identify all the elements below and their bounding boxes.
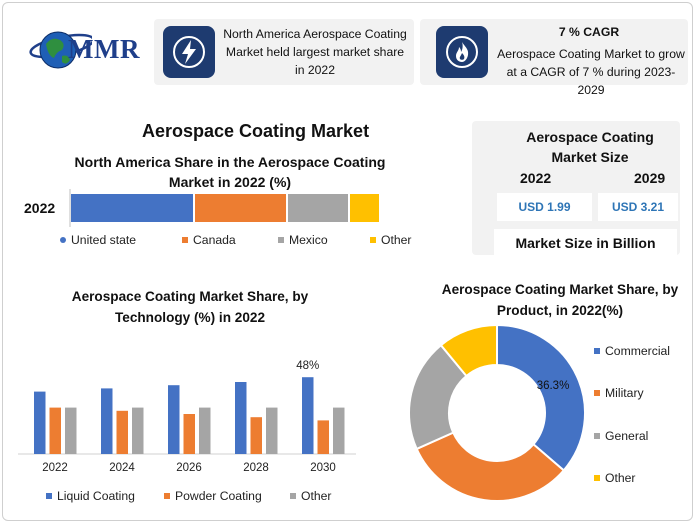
legend-item-mexico: Mexico xyxy=(278,233,328,247)
main-title: Aerospace Coating Market xyxy=(142,121,370,141)
legend-label: Military xyxy=(605,386,644,400)
year-2029-label: 2029 xyxy=(634,170,666,186)
legend-swatch xyxy=(594,433,600,439)
legend-swatch xyxy=(278,237,284,243)
legend-label: Mexico xyxy=(289,233,328,247)
bar-powder-coating-2024 xyxy=(116,410,128,454)
legend-swatch xyxy=(60,237,66,243)
market-value-2029: USD 3.21 xyxy=(598,193,678,221)
legend-swatch xyxy=(46,493,52,499)
bar-liquid-coating-2028 xyxy=(235,382,247,454)
bar-liquid-coating-2026 xyxy=(168,385,180,454)
bar-segment-mexico xyxy=(288,194,348,222)
cagr-title: 7 % CAGR xyxy=(558,25,620,39)
legend-item-other: Other xyxy=(594,471,635,485)
bar-other-2026 xyxy=(199,407,211,454)
legend-item-general: General xyxy=(594,429,648,443)
legend-swatch xyxy=(290,493,296,499)
bar-liquid-coating-2022 xyxy=(34,391,46,454)
north-america-chart-title: North America Share in the Aerospace Coa… xyxy=(74,154,386,190)
legend-item-commercial: Commercial xyxy=(594,344,670,358)
market-size-footer: Market Size in Billion xyxy=(494,229,677,255)
bar-liquid-coating-2024 xyxy=(101,388,113,454)
legend-label: United state xyxy=(71,233,137,247)
x-tick-label: 2024 xyxy=(109,462,135,474)
legend-label: Liquid Coating xyxy=(57,489,135,503)
flame-icon xyxy=(436,26,488,78)
x-tick-label: 2026 xyxy=(176,462,202,474)
legend-label: Canada xyxy=(193,233,236,247)
bar-other-2022 xyxy=(65,407,77,454)
legend-item-other: Other xyxy=(290,489,331,503)
bar-segment-united-state xyxy=(71,194,193,222)
bar-powder-coating-2028 xyxy=(250,417,262,454)
market-size-title: Aerospace Coating Market Size xyxy=(526,129,654,165)
bar-liquid-coating-2030 xyxy=(302,377,314,454)
mmr-logo xyxy=(22,22,154,84)
product-donut-chart: 36.3% xyxy=(408,323,586,502)
legend-swatch xyxy=(594,348,600,354)
data-label-commercial: 36.3% xyxy=(537,380,570,392)
bar-segment-canada xyxy=(195,194,286,222)
technology-bar-chart: 2022 2024 2026 2028 2030 48% xyxy=(18,360,356,474)
legend-label: Other xyxy=(301,489,332,503)
north-america-share-chart: 2022 xyxy=(24,189,379,227)
legend-label: Other xyxy=(381,233,412,247)
donut-slice-military xyxy=(415,431,566,502)
x-tick-label: 2022 xyxy=(42,462,68,474)
cagr-text: Aerospace Coating Market to grow at a CA… xyxy=(497,47,685,97)
legend-label: Powder Coating xyxy=(175,489,262,503)
bar-segment-other xyxy=(350,194,379,222)
bar-other-2030 xyxy=(333,407,345,454)
legend-swatch xyxy=(370,237,376,243)
legend-item-liquid-coating: Liquid Coating xyxy=(46,489,135,503)
legend-item-other: Other xyxy=(370,233,411,247)
legend-swatch xyxy=(594,475,600,481)
bar-other-2028 xyxy=(266,407,278,454)
legend-swatch xyxy=(594,390,600,396)
legend-label: Commercial xyxy=(605,344,671,358)
market-value-2022: USD 1.99 xyxy=(497,193,592,221)
largest-share-text: North America Aerospace Coating Market h… xyxy=(223,27,407,77)
legend-item-canada: Canada xyxy=(182,233,236,247)
donut-slice-other xyxy=(439,323,498,378)
info-card-largest-share: North America Aerospace Coating Market h… xyxy=(154,19,414,85)
legend-swatch xyxy=(182,237,188,243)
product-chart-title: Aerospace Coating Market Share, by Produ… xyxy=(441,282,679,318)
x-tick-label: 2028 xyxy=(243,462,269,474)
x-tick-label: 2030 xyxy=(310,462,336,474)
globe-icon xyxy=(29,31,95,69)
bar-powder-coating-2026 xyxy=(183,414,195,454)
year-2022-label: 2022 xyxy=(520,170,552,186)
donut-slice-commercial xyxy=(496,323,586,472)
logo-text: MMR xyxy=(68,34,140,64)
info-card-cagr: 7 % CAGR Aerospace Coating Market to gro… xyxy=(420,19,688,97)
bar-other-2024 xyxy=(132,407,144,454)
category-label-2022: 2022 xyxy=(24,200,55,216)
bar-powder-coating-2030 xyxy=(317,420,329,454)
legend-swatch xyxy=(164,493,170,499)
legend-label: Other xyxy=(605,471,636,485)
legend-item-powder-coating: Powder Coating xyxy=(164,489,262,503)
technology-chart-title: Aerospace Coating Market Share, by Techn… xyxy=(71,289,309,325)
legend-item-military: Military xyxy=(594,386,644,400)
bar-powder-coating-2022 xyxy=(49,407,61,454)
legend-item-united-state: United state xyxy=(60,233,136,247)
legend-label: General xyxy=(605,429,649,443)
data-label: 48% xyxy=(296,360,319,372)
lightning-bolt-icon xyxy=(163,26,215,78)
